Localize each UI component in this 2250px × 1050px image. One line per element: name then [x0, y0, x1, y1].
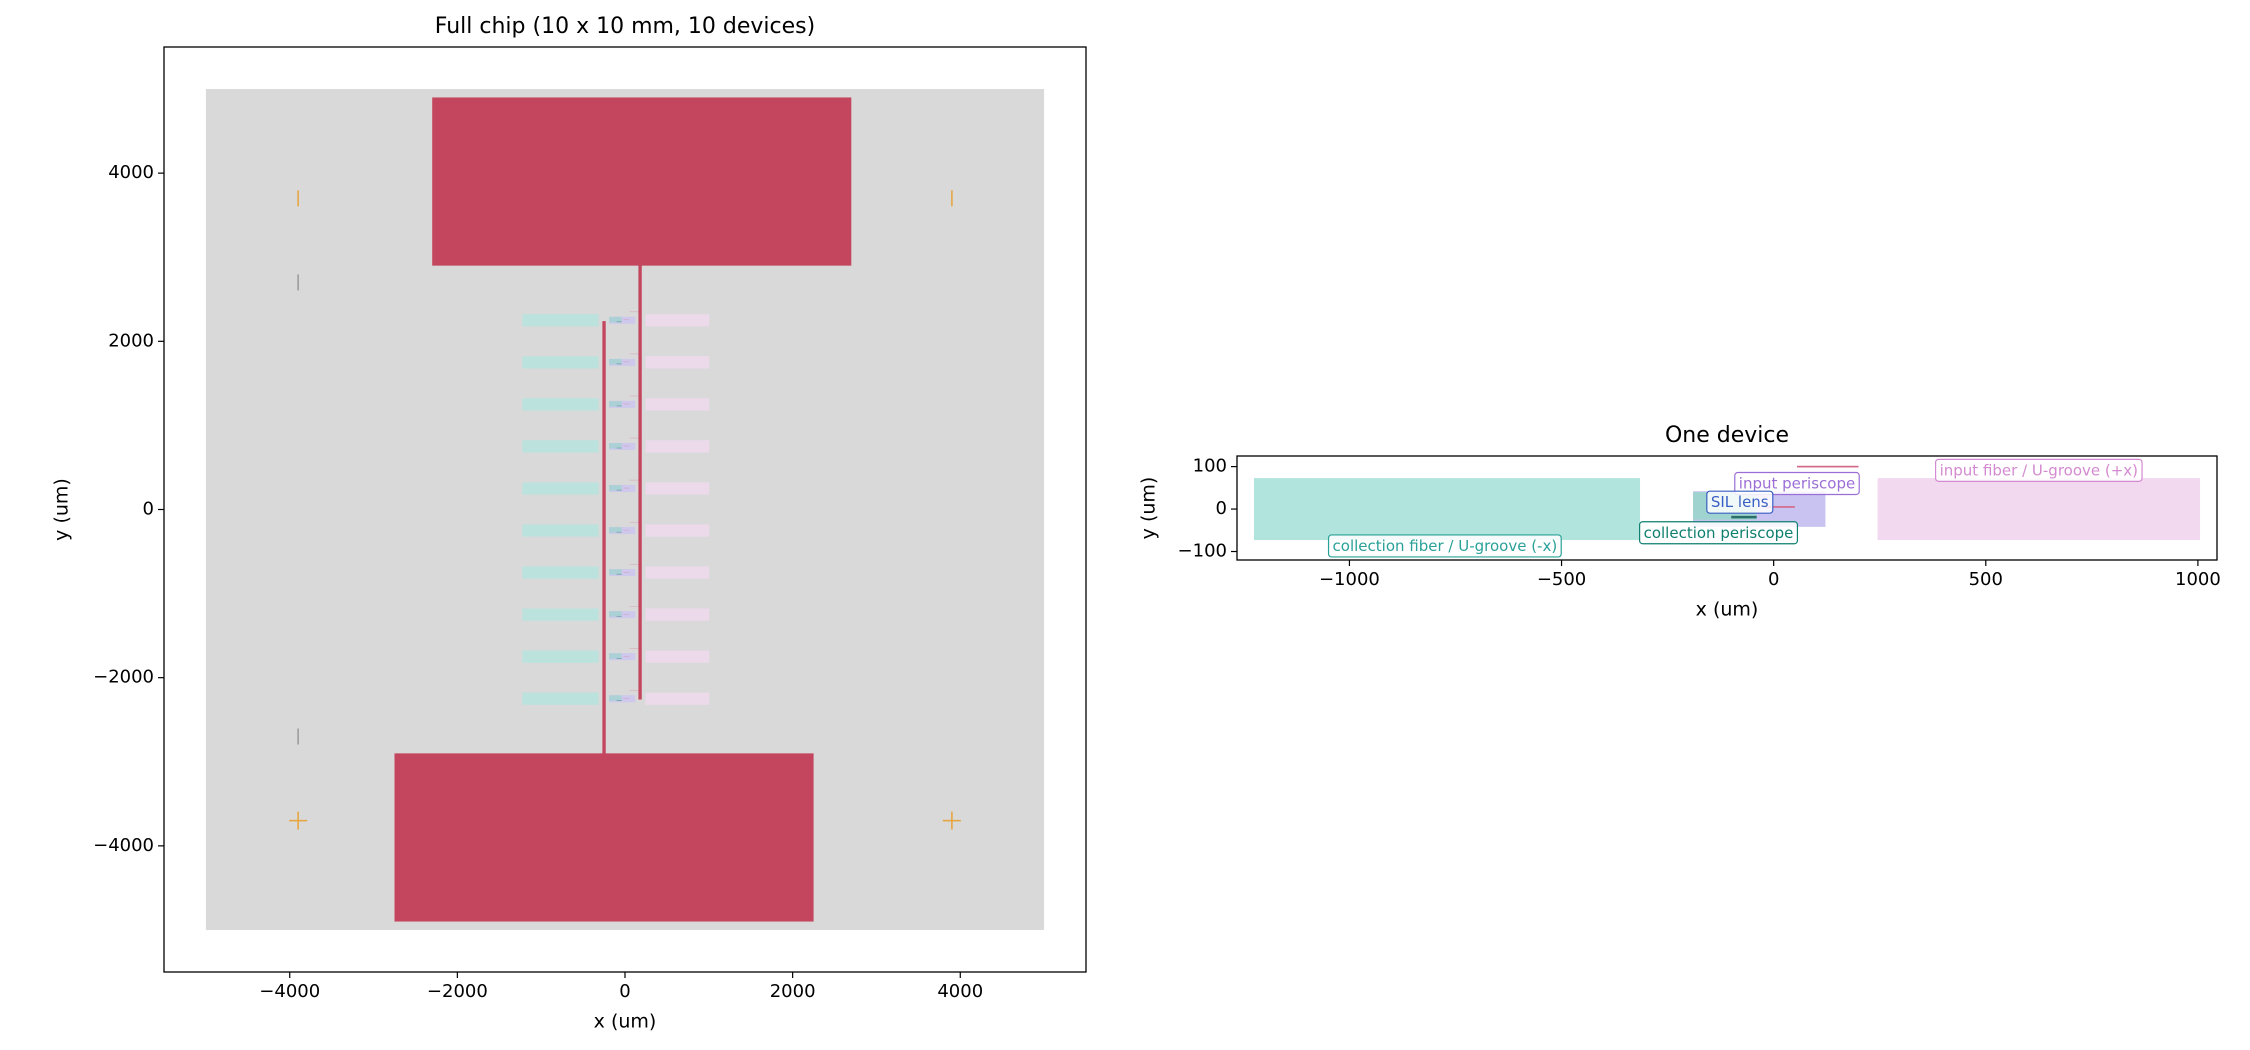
device-shape	[609, 443, 622, 449]
shape	[1765, 506, 1795, 508]
x-tick-label: 0	[619, 981, 630, 1002]
device-shape	[645, 440, 710, 453]
annotation-box	[1706, 490, 1774, 514]
device-shape	[609, 653, 636, 661]
device-shape	[645, 314, 710, 327]
annotation-box	[1934, 458, 2143, 482]
device-shape	[609, 484, 636, 493]
annotation: collection periscope	[1644, 524, 1794, 542]
device-shape	[522, 608, 599, 621]
y-tick-label: −2000	[93, 667, 154, 688]
device-shape	[616, 531, 622, 533]
x-tick-label: 1000	[2175, 569, 2221, 590]
device-shape	[616, 363, 622, 365]
x-tick-label: −4000	[259, 981, 320, 1002]
x-tick-label: −1000	[1319, 569, 1380, 590]
device-shape	[609, 653, 622, 659]
device-shape	[609, 358, 636, 366]
y-tick-label: −4000	[93, 835, 154, 856]
annotation-box	[1327, 534, 1562, 558]
device-shape	[522, 524, 599, 537]
device-shape	[616, 447, 622, 449]
device-shape	[616, 405, 622, 407]
device-shape	[616, 321, 622, 323]
device-shape	[609, 695, 622, 701]
device-shape	[616, 573, 622, 575]
trace	[638, 179, 642, 700]
device-shape	[609, 442, 636, 450]
device-shape	[645, 650, 710, 663]
device-shape	[522, 650, 599, 663]
device-shape	[645, 608, 710, 621]
shape	[1731, 515, 1757, 519]
chart-title: Full chip (10 x 10 mm, 10 devices)	[435, 14, 815, 39]
device-shape	[522, 314, 599, 327]
y-tick-label: −100	[1178, 541, 1227, 562]
annotation-box	[1734, 471, 1860, 496]
device-shape	[616, 615, 622, 617]
device-shape	[616, 489, 622, 491]
chart-title: One device	[1665, 423, 1789, 448]
device-shape	[616, 700, 622, 701]
plot-area	[205, 89, 1045, 930]
y-axis-label: y (um)	[51, 478, 73, 541]
marker	[942, 811, 961, 830]
shape	[1797, 465, 1859, 468]
y-axis-label: y (um)	[1138, 477, 1160, 540]
annotation: collection fiber / U-groove (-x)	[1333, 537, 1558, 555]
device-shape	[645, 524, 710, 537]
annotation-box	[1639, 521, 1799, 545]
device-shape	[645, 692, 710, 705]
device-shape	[609, 316, 636, 324]
device-shape	[609, 316, 622, 323]
device-shape	[522, 692, 599, 705]
device-shape	[609, 526, 636, 535]
device-shape	[609, 569, 636, 577]
device-shape	[522, 566, 599, 579]
device-shape	[609, 527, 622, 533]
device-shape	[616, 658, 622, 659]
device-shape	[609, 400, 636, 408]
device-shape	[609, 401, 622, 407]
x-tick-label: −500	[1537, 569, 1586, 590]
y-tick-label: 2000	[108, 330, 154, 351]
y-tick-label: 0	[143, 499, 154, 520]
device-shape	[645, 356, 710, 369]
device-shape	[522, 440, 599, 453]
marker	[289, 811, 308, 830]
x-tick-label: −2000	[427, 981, 488, 1002]
x-axis-label: x (um)	[1696, 599, 1759, 621]
device-shape	[522, 482, 599, 495]
shape	[1253, 478, 1641, 541]
annotation: input fiber / U-groove (+x)	[1940, 461, 2138, 479]
annotation: input periscope	[1739, 475, 1855, 493]
annotation: SIL lens	[1711, 493, 1769, 511]
device-shape	[645, 398, 710, 411]
device-shape	[609, 485, 622, 491]
device-shape	[609, 611, 622, 617]
device-shape	[645, 566, 710, 579]
shape	[1877, 478, 2201, 541]
device-shape	[609, 358, 622, 365]
trace	[602, 321, 606, 836]
device-shape	[522, 398, 599, 411]
x-axis-label: x (um)	[594, 1011, 657, 1033]
device-shape	[522, 356, 599, 369]
x-tick-label: 500	[1969, 569, 2003, 590]
device-shape	[609, 569, 622, 575]
device-shape	[609, 695, 636, 703]
y-tick-label: 0	[1216, 498, 1227, 519]
x-tick-label: 4000	[937, 981, 983, 1002]
device-shape	[645, 482, 710, 495]
x-tick-label: 2000	[770, 981, 816, 1002]
y-tick-label: 4000	[108, 162, 154, 183]
axes-frame	[1236, 455, 2218, 561]
device-shape	[609, 611, 636, 619]
y-tick-label: 100	[1193, 456, 1227, 477]
x-tick-label: 0	[1768, 569, 1779, 590]
